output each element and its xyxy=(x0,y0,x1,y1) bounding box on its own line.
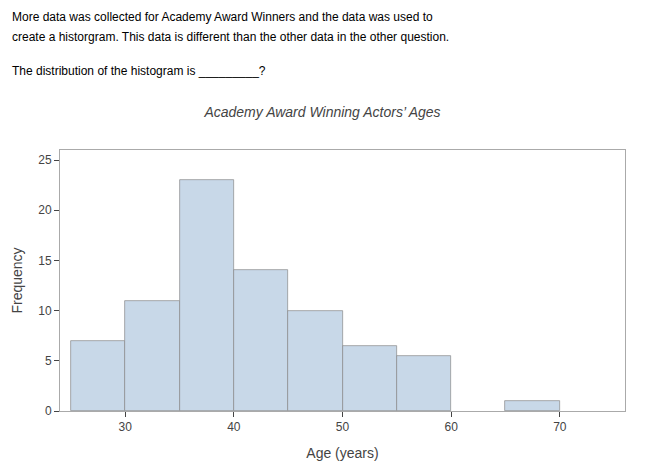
svg-text:More data was collected for Ac: More data was collected for Academy Awar… xyxy=(12,10,433,24)
svg-text:40: 40 xyxy=(227,420,241,434)
svg-text:60: 60 xyxy=(444,420,458,434)
svg-text:Frequency: Frequency xyxy=(9,247,25,313)
svg-text:5: 5 xyxy=(45,354,52,368)
svg-text:15: 15 xyxy=(38,254,52,268)
svg-text:25: 25 xyxy=(38,153,52,167)
svg-text:The distribution of the histog: The distribution of the histogram is ___… xyxy=(12,64,266,78)
svg-text:20: 20 xyxy=(38,203,52,217)
svg-text:create a historgram. This data: create a historgram. This data is differ… xyxy=(12,30,449,44)
svg-text:Academy Award Winning Actors’: Academy Award Winning Actors’ Ages xyxy=(203,104,440,120)
svg-text:Age (years): Age (years) xyxy=(306,445,378,461)
svg-text:70: 70 xyxy=(553,420,567,434)
svg-text:10: 10 xyxy=(38,304,52,318)
svg-text:50: 50 xyxy=(336,420,350,434)
svg-text:30: 30 xyxy=(119,420,133,434)
svg-text:0: 0 xyxy=(45,404,52,418)
